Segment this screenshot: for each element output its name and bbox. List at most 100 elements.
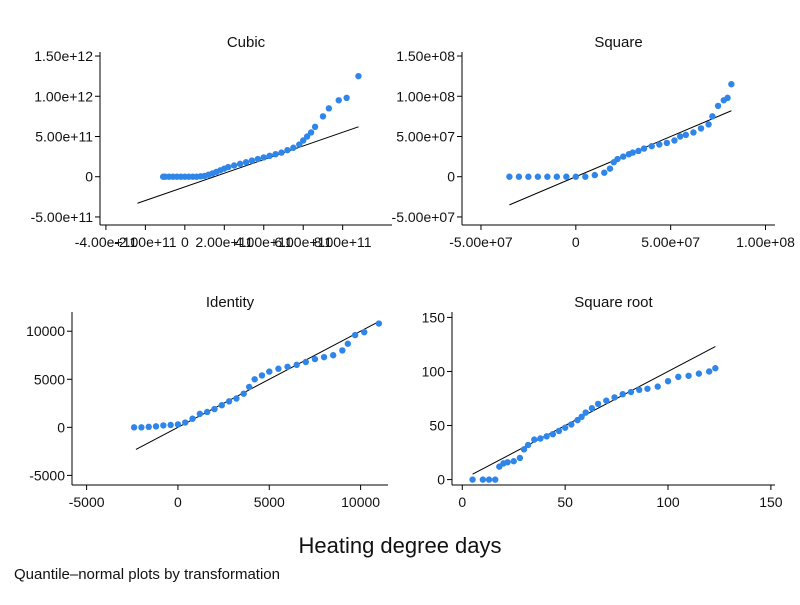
cubic-data-point xyxy=(303,133,311,140)
square-data-point xyxy=(724,94,731,102)
identity-title: Identity xyxy=(206,294,255,311)
square-data-point xyxy=(572,173,580,180)
identity-data-point xyxy=(160,422,167,429)
identity-data-point xyxy=(266,368,273,375)
identity-data-point xyxy=(293,361,300,369)
square-root-x-tick-label: 50 xyxy=(557,494,573,510)
square-data-point xyxy=(682,131,690,139)
cubic-x-tick-label: 8.00e+11 xyxy=(314,234,372,250)
square-y-tick-label: 0 xyxy=(447,169,455,185)
cubic-title: Cubic xyxy=(227,34,266,51)
square-y-tick-label: -5.00e+07 xyxy=(392,209,456,225)
cubic-x-tick-label: -4.00e+11 xyxy=(75,234,138,250)
square-root-title: Square root xyxy=(574,294,653,311)
identity-data-point xyxy=(225,398,233,405)
square-root-data-point xyxy=(603,397,610,404)
cubic-data-point xyxy=(278,149,285,156)
square-data-point xyxy=(525,173,532,180)
square-data-point xyxy=(606,165,614,172)
square-data-point xyxy=(553,173,561,180)
identity-x-tick-label: 5000 xyxy=(254,494,285,510)
cubic-data-point xyxy=(307,129,315,136)
cubic-data-point xyxy=(272,150,279,158)
square-root-x-tick-label: 150 xyxy=(759,494,783,510)
square-data-point xyxy=(656,141,663,148)
cubic-x-tick-label: 2.00e+11 xyxy=(195,234,253,250)
cubic-reference-line xyxy=(137,126,359,204)
identity-data-point xyxy=(245,383,253,391)
square-data-point xyxy=(648,142,655,150)
cubic-data-point xyxy=(236,160,244,168)
square-data-point xyxy=(515,173,523,180)
square-data-point xyxy=(635,147,642,155)
square-data-point xyxy=(690,129,697,136)
square-data-point xyxy=(582,173,589,180)
cubic-data-point xyxy=(290,144,297,151)
square-data-point xyxy=(563,173,570,180)
square-root-data-point xyxy=(619,390,626,398)
identity-data-point xyxy=(302,358,310,366)
square-root-data-point xyxy=(705,368,713,375)
cubic-y-tick-label: 1.50e+12 xyxy=(34,48,93,64)
square-x-tick-label: -5.00e+07 xyxy=(449,234,513,250)
cubic-data-point xyxy=(254,155,262,163)
square-root-panel: Square root 0 50 100 150 0 50 100 150 xyxy=(422,294,783,510)
square-root-data-point xyxy=(510,458,517,465)
cubic-data-point xyxy=(300,137,307,144)
figure-note: Quantile–normal plots by transformation xyxy=(14,566,280,583)
square-title: Square xyxy=(594,34,642,51)
identity-panel: Identity -5000 0 5000 10000 -5000 0 5000 10000 xyxy=(26,294,388,510)
square-root-data-point xyxy=(537,435,544,442)
square-data-point xyxy=(620,153,627,160)
cubic-y-tick-label: 5.00e+11 xyxy=(35,128,93,144)
square-root-data-point xyxy=(531,436,538,443)
square-x-tick-label: 1.00e+08 xyxy=(736,234,795,250)
square-root-y-tick-label: 150 xyxy=(422,309,446,325)
square-data-point xyxy=(591,171,598,179)
square-root-y-tick-label: 0 xyxy=(437,472,445,488)
identity-y-tick-label: 0 xyxy=(57,419,65,435)
identity-x-tick-label: -5000 xyxy=(69,494,105,510)
square-data-point xyxy=(676,133,684,140)
identity-data-point xyxy=(138,424,145,431)
square-root-data-point xyxy=(685,372,692,379)
cubic-panel: Cubic -5.00e+11 0 5.00e+11 1.00e+12 1.50e+12 -… xyxy=(31,34,392,250)
square-root-data-point xyxy=(588,405,596,412)
square-root-data-point xyxy=(485,476,493,483)
cubic-data-point xyxy=(230,162,238,169)
square-data-point xyxy=(614,155,621,163)
cubic-x-tick-label: -2.00e+11 xyxy=(114,234,177,250)
square-data-point xyxy=(705,121,712,128)
identity-data-point xyxy=(211,405,218,413)
square-root-data-point xyxy=(644,385,651,392)
cubic-y-tick-label: 0 xyxy=(85,169,93,185)
square-root-data-point xyxy=(504,459,511,466)
cubic-data-point xyxy=(284,146,291,154)
identity-reference-line xyxy=(135,321,380,450)
identity-x-tick-label: 0 xyxy=(174,494,182,510)
square-data-point xyxy=(728,80,735,88)
cubic-data-point xyxy=(319,113,327,120)
identity-data-point xyxy=(189,415,196,422)
cubic-data-point xyxy=(266,152,273,159)
square-y-tick-label: 1.00e+08 xyxy=(396,88,455,104)
figure-title: Heating degree days xyxy=(298,533,502,558)
identity-data-point xyxy=(339,347,346,354)
square-data-point xyxy=(663,139,671,147)
square-root-data-point xyxy=(654,383,661,390)
identity-data-point xyxy=(320,353,328,361)
identity-data-point xyxy=(361,328,368,336)
square-root-data-point xyxy=(543,433,550,440)
cubic-data-point xyxy=(242,159,250,166)
identity-data-point xyxy=(196,410,204,418)
identity-data-point xyxy=(182,419,189,426)
identity-data-point xyxy=(344,340,352,347)
identity-data-point xyxy=(167,421,174,429)
cubic-data-point xyxy=(311,123,319,131)
square-data-point xyxy=(629,149,636,156)
cubic-y-tick-label: -5.00e+11 xyxy=(31,209,94,225)
cubic-data-point xyxy=(260,154,267,161)
square-root-y-tick-label: 50 xyxy=(429,418,445,434)
